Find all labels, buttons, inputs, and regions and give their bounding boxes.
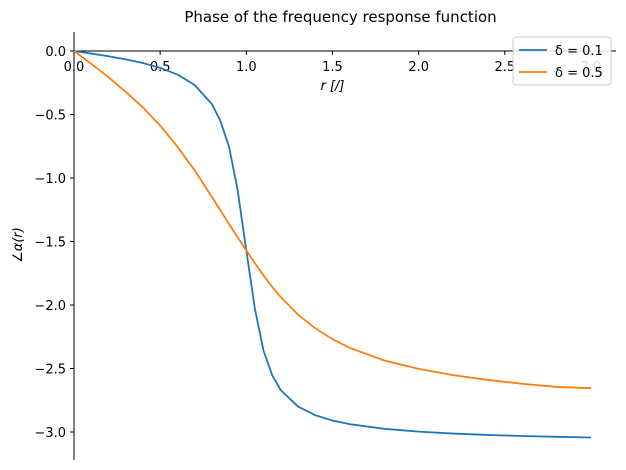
y-tick-label: −3.0 — [34, 426, 66, 441]
series-layer — [73, 50, 592, 439]
chart-title: Phase of the frequency response function — [184, 8, 496, 26]
x-tick-label: 1.0 — [236, 60, 257, 75]
x-tick-label: 2.0 — [408, 60, 429, 75]
y-tick-label: −1.5 — [34, 236, 66, 251]
legend-box — [512, 36, 612, 86]
y-axis-label: ∠α(r) — [11, 227, 26, 263]
x-tick-label: 1.5 — [322, 60, 343, 75]
y-tick-label: −1.0 — [34, 172, 66, 187]
legend: δ = 0.1 δ = 0.5 — [512, 36, 612, 86]
y-tick-label: −2.0 — [34, 299, 66, 314]
x-tick-label: 2.5 — [494, 60, 515, 75]
x-axis-label: r [/] — [320, 79, 344, 94]
series-line-1 — [73, 50, 592, 439]
legend-label-2: δ = 0.5 — [555, 66, 603, 81]
y-tick-label: 0.0 — [45, 45, 66, 60]
y-tick-label: −0.5 — [34, 109, 66, 124]
y-tick-label: −2.5 — [34, 363, 66, 378]
series-line-2 — [73, 50, 592, 390]
legend-label-1: δ = 0.1 — [555, 44, 603, 59]
y-axis: 0.0 −0.5 −1.0 −1.5 −2.0 −2.5 −3.0 — [34, 32, 75, 460]
